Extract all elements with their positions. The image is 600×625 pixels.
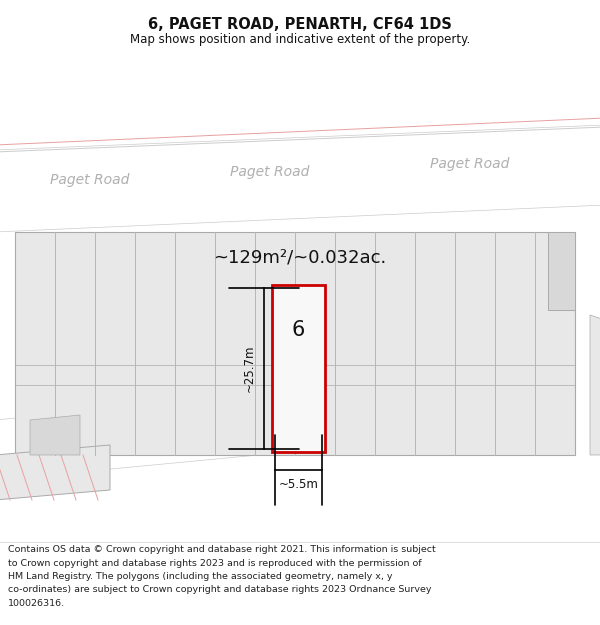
Polygon shape [590, 315, 600, 455]
Polygon shape [0, 445, 110, 500]
Text: Contains OS data © Crown copyright and database right 2021. This information is : Contains OS data © Crown copyright and d… [8, 545, 436, 554]
Polygon shape [0, 392, 290, 480]
Polygon shape [548, 232, 575, 310]
Text: 100026316.: 100026316. [8, 599, 65, 608]
Text: HM Land Registry. The polygons (including the associated geometry, namely x, y: HM Land Registry. The polygons (includin… [8, 572, 392, 581]
Text: Paget Road: Paget Road [230, 165, 310, 179]
Polygon shape [0, 125, 600, 232]
Text: ~25.7m: ~25.7m [243, 345, 256, 392]
Text: co-ordinates) are subject to Crown copyright and database rights 2023 Ordnance S: co-ordinates) are subject to Crown copyr… [8, 586, 431, 594]
Text: Paget Road: Paget Road [430, 157, 509, 171]
Bar [272, 397, 325, 452]
Bar [15, 232, 575, 455]
Text: 6, PAGET ROAD, PENARTH, CF64 1DS: 6, PAGET ROAD, PENARTH, CF64 1DS [148, 17, 452, 32]
Bar [272, 285, 325, 452]
Text: Map shows position and indicative extent of the property.: Map shows position and indicative extent… [130, 33, 470, 46]
Text: to Crown copyright and database rights 2023 and is reproduced with the permissio: to Crown copyright and database rights 2… [8, 559, 422, 568]
Text: ~5.5m: ~5.5m [278, 478, 319, 491]
Text: Paget Road: Paget Road [50, 173, 130, 187]
Polygon shape [30, 415, 80, 455]
Text: 6: 6 [292, 320, 305, 340]
Text: ~129m²/~0.032ac.: ~129m²/~0.032ac. [214, 249, 386, 267]
